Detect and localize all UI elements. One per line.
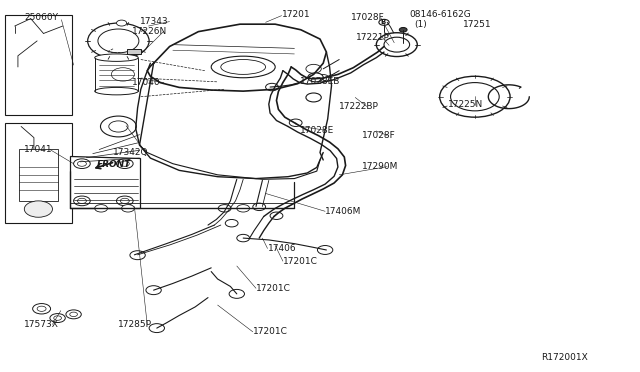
Polygon shape	[70, 156, 140, 208]
Text: 17290M: 17290M	[362, 162, 398, 171]
Circle shape	[111, 68, 134, 81]
Circle shape	[218, 205, 231, 212]
Circle shape	[54, 316, 61, 320]
Text: 08146-6162G: 08146-6162G	[410, 10, 471, 19]
Circle shape	[266, 83, 278, 91]
Circle shape	[122, 205, 134, 212]
Circle shape	[306, 93, 321, 102]
Circle shape	[253, 203, 266, 211]
Circle shape	[289, 119, 302, 126]
Circle shape	[379, 19, 389, 25]
Circle shape	[77, 161, 86, 166]
Text: 17028F: 17028F	[351, 13, 385, 22]
Circle shape	[116, 20, 127, 26]
Text: 17028EB: 17028EB	[300, 77, 340, 86]
Text: 17225N: 17225N	[448, 100, 483, 109]
Circle shape	[50, 314, 65, 323]
Text: 17040: 17040	[132, 78, 161, 87]
Text: 17028F: 17028F	[362, 131, 396, 140]
Text: 17406M: 17406M	[325, 207, 362, 216]
Text: 17041: 17041	[24, 145, 53, 154]
Text: 25060Y: 25060Y	[24, 13, 58, 22]
Text: 17342Q: 17342Q	[113, 148, 148, 157]
Circle shape	[149, 324, 164, 333]
Circle shape	[316, 74, 329, 82]
Text: 17573X: 17573X	[24, 320, 59, 329]
Circle shape	[225, 219, 238, 227]
Bar	[127, 49, 141, 54]
Bar	[5, 15, 72, 115]
Circle shape	[308, 73, 323, 82]
Text: 17406: 17406	[268, 244, 296, 253]
Text: 17285P: 17285P	[118, 320, 152, 329]
Circle shape	[451, 83, 499, 111]
Ellipse shape	[95, 54, 138, 61]
Text: FRONT: FRONT	[97, 160, 132, 169]
Circle shape	[229, 289, 244, 298]
Circle shape	[74, 196, 90, 206]
Circle shape	[33, 304, 51, 314]
Circle shape	[399, 28, 407, 32]
Text: 17201C: 17201C	[256, 284, 291, 293]
Ellipse shape	[95, 87, 138, 95]
Bar	[5, 123, 72, 223]
Circle shape	[95, 205, 108, 212]
Circle shape	[37, 306, 46, 311]
Text: 17028E: 17028E	[300, 126, 334, 135]
Circle shape	[130, 251, 145, 260]
Circle shape	[376, 33, 417, 57]
Text: R172001X: R172001X	[541, 353, 588, 362]
Circle shape	[100, 116, 136, 137]
Text: 17251: 17251	[463, 20, 492, 29]
Circle shape	[120, 198, 129, 203]
Circle shape	[237, 234, 250, 242]
Circle shape	[74, 159, 90, 169]
Circle shape	[98, 29, 139, 53]
Text: 17226N: 17226N	[132, 27, 167, 36]
Text: 17201: 17201	[282, 10, 310, 19]
Ellipse shape	[221, 60, 266, 74]
Circle shape	[120, 161, 129, 166]
Circle shape	[66, 310, 81, 319]
Ellipse shape	[211, 56, 275, 78]
Circle shape	[24, 201, 52, 217]
Circle shape	[146, 286, 161, 295]
Bar	[19, 149, 58, 201]
Circle shape	[116, 159, 133, 169]
Text: 17221P: 17221P	[356, 33, 390, 42]
Text: 17201C: 17201C	[253, 327, 287, 336]
Circle shape	[116, 196, 133, 206]
Circle shape	[306, 64, 321, 73]
Text: (1): (1)	[415, 20, 428, 29]
Circle shape	[88, 23, 149, 59]
Circle shape	[70, 312, 77, 317]
Text: B: B	[380, 19, 385, 25]
Circle shape	[109, 121, 128, 132]
Circle shape	[317, 246, 333, 254]
Circle shape	[270, 212, 283, 219]
Text: 17222BP: 17222BP	[339, 102, 379, 111]
Circle shape	[237, 205, 250, 212]
Circle shape	[440, 76, 510, 117]
Circle shape	[384, 37, 410, 52]
Text: 17343: 17343	[140, 17, 168, 26]
Text: 17201C: 17201C	[283, 257, 317, 266]
Circle shape	[77, 198, 86, 203]
